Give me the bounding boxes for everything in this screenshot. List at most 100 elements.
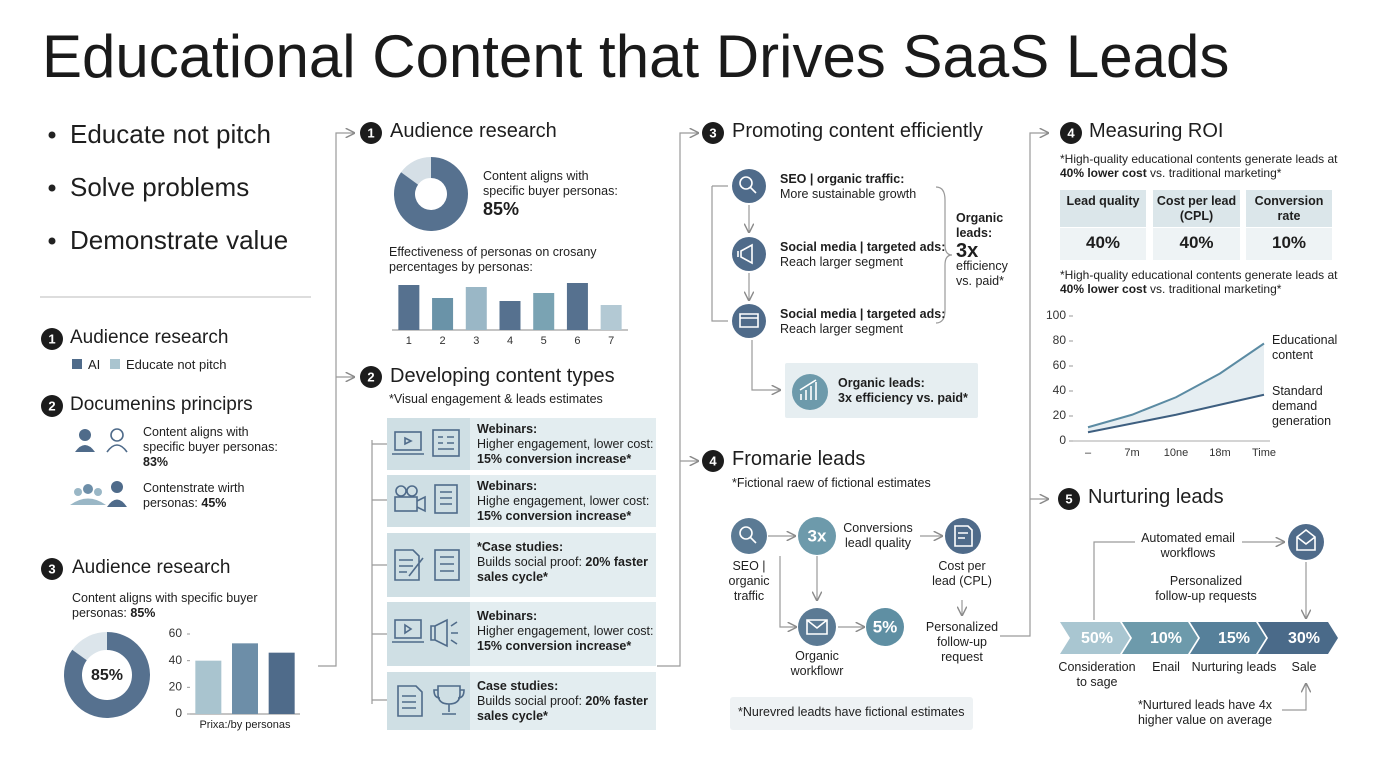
series-label: Educational content bbox=[1272, 333, 1338, 362]
icon bbox=[739, 526, 753, 540]
number: 3 bbox=[48, 561, 55, 576]
legend-label: AI bbox=[88, 357, 101, 372]
table-header-cell bbox=[1246, 190, 1332, 227]
shape bbox=[106, 444, 128, 453]
shape bbox=[434, 549, 460, 581]
line bbox=[1087, 393, 1265, 434]
donut-rest bbox=[72, 632, 107, 661]
donut-slice bbox=[63, 632, 150, 718]
stage-value: 10% bbox=[1150, 630, 1182, 647]
bar bbox=[398, 285, 420, 330]
legend-label: Educate not pitch bbox=[126, 357, 227, 372]
card-text: Case studies: Builds social proof: 20% fa… bbox=[477, 679, 655, 723]
section-title: Promoting content efficiently bbox=[732, 120, 983, 142]
connector bbox=[1093, 541, 1135, 620]
shape bbox=[394, 549, 424, 581]
x-tick-label: 2 bbox=[440, 335, 446, 347]
bold-text: 15% conversion increase* bbox=[477, 451, 632, 466]
icon-circle bbox=[732, 169, 766, 203]
text: Content aligns with specific buyer perso… bbox=[72, 591, 258, 620]
number-badge bbox=[360, 366, 382, 388]
icon bbox=[737, 243, 753, 265]
bold-text: 20% faster sales cycle* bbox=[477, 693, 648, 723]
bold-text: 15% conversion increase* bbox=[477, 508, 632, 523]
text-block: Content aligns with specific buyer perso… bbox=[143, 425, 293, 469]
note-box bbox=[730, 697, 973, 730]
bold-text: Webinars: bbox=[477, 609, 538, 623]
bar bbox=[232, 643, 258, 714]
shape bbox=[433, 685, 465, 715]
shape bbox=[416, 495, 426, 513]
stat-value: 85% bbox=[483, 199, 520, 219]
brace bbox=[935, 186, 953, 324]
line bbox=[1087, 342, 1265, 429]
card bbox=[470, 533, 656, 597]
callout-box bbox=[785, 363, 978, 418]
bold-text: Organic leads: bbox=[838, 376, 925, 390]
table-header: Cost per lead (CPL) bbox=[1156, 194, 1237, 223]
brace-value: 3x bbox=[956, 240, 979, 262]
text-block: *High-quality educational contents gener… bbox=[1060, 152, 1352, 180]
text-block: Content aligns with specific buyer perso… bbox=[483, 169, 633, 199]
stage-label: Nurturing leads bbox=[1191, 660, 1277, 674]
table-value: 10% bbox=[1271, 233, 1307, 252]
bold-text: Social media | targeted ads: bbox=[780, 240, 946, 254]
x-tick-label: 7m bbox=[1124, 447, 1139, 459]
text: More sustainable growth bbox=[780, 186, 917, 201]
stage-value: 30% bbox=[1288, 630, 1320, 647]
x-tick-label: 18m bbox=[1209, 447, 1230, 459]
text: Builds social proof: bbox=[477, 554, 582, 569]
number-badge bbox=[41, 328, 63, 350]
card bbox=[470, 418, 656, 470]
text: vs. traditional marketing* bbox=[1150, 166, 1282, 181]
shape bbox=[75, 445, 95, 452]
connector bbox=[1282, 684, 1306, 711]
bullet: Educate not pitch bbox=[70, 119, 271, 149]
funnel-stage bbox=[1258, 622, 1338, 654]
number-badge bbox=[41, 558, 63, 580]
table-cell bbox=[1153, 228, 1240, 260]
bold-text: Case studies: bbox=[477, 679, 559, 693]
table-cell bbox=[1246, 228, 1332, 260]
card-icon-area bbox=[387, 475, 470, 527]
card-icon-area bbox=[387, 672, 470, 730]
subtitle: *Fictional raew of fictional estimates bbox=[732, 476, 931, 490]
table-header-cell bbox=[1060, 190, 1146, 227]
table-value: 40% bbox=[1085, 233, 1121, 252]
icon-circle bbox=[732, 237, 766, 271]
shape bbox=[111, 481, 123, 493]
y-tick-label: 80 bbox=[1053, 333, 1067, 347]
shape bbox=[392, 618, 458, 648]
icon bbox=[1296, 528, 1316, 551]
shape bbox=[397, 685, 465, 717]
section-title: Audience research bbox=[390, 120, 557, 142]
table-header: Lead quality bbox=[1066, 194, 1140, 208]
section-title: Fromarie leads bbox=[732, 448, 866, 470]
y-tick-label: 40 bbox=[1053, 383, 1067, 397]
bold-text: 15% conversion increase* bbox=[477, 638, 632, 653]
bold-text: *Case studies: bbox=[477, 540, 564, 554]
brace-text: efficiency vs. paid* bbox=[956, 259, 1008, 288]
card-text: Webinars: Highe engagement, lower cost: 1… bbox=[477, 479, 655, 523]
shape bbox=[434, 484, 458, 514]
bar bbox=[566, 283, 588, 330]
bullet-dot bbox=[48, 237, 56, 245]
shape bbox=[438, 436, 454, 450]
node-value: 3x bbox=[808, 526, 827, 545]
y-tick-label: 20 bbox=[1053, 408, 1067, 422]
text: *High-quality educational contents gener… bbox=[1060, 268, 1338, 282]
x-tick-label: 1 bbox=[406, 335, 412, 347]
icon-circle bbox=[792, 374, 828, 410]
axis-label: Prixa:/by personas bbox=[199, 719, 291, 731]
x-tick-label: 10ne bbox=[1164, 447, 1188, 459]
connector bbox=[711, 185, 728, 322]
shape bbox=[74, 488, 82, 496]
bar bbox=[499, 301, 521, 330]
bold-text: Social media | targeted ads: bbox=[780, 307, 946, 321]
y-tick-label: 60 bbox=[169, 626, 183, 640]
node bbox=[945, 518, 981, 554]
stage-value: 50% bbox=[1081, 630, 1113, 647]
icon bbox=[954, 525, 973, 547]
